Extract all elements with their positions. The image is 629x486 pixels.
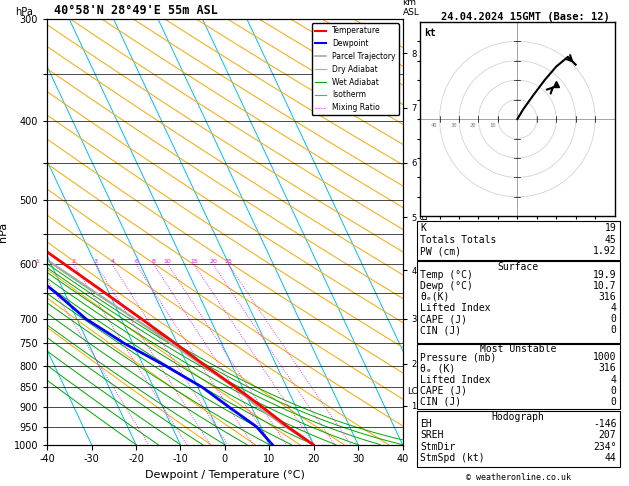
Text: 0: 0 [611, 326, 616, 335]
Text: 6: 6 [134, 259, 138, 264]
Text: 45: 45 [604, 235, 616, 244]
Y-axis label: Mixing Ratio (g/kg): Mixing Ratio (g/kg) [419, 192, 428, 272]
Text: θₑ (K): θₑ (K) [420, 364, 455, 373]
Text: 2: 2 [72, 259, 75, 264]
Text: θₑ(K): θₑ(K) [420, 292, 450, 302]
Text: Hodograph: Hodograph [492, 412, 545, 421]
Text: 316: 316 [599, 292, 616, 302]
Text: 0: 0 [611, 397, 616, 407]
Text: StmSpd (kt): StmSpd (kt) [420, 453, 485, 463]
Text: kt: kt [424, 28, 436, 38]
Text: StmDir: StmDir [420, 442, 455, 451]
Text: Temp (°C): Temp (°C) [420, 270, 473, 279]
Text: Totals Totals: Totals Totals [420, 235, 496, 244]
Text: Dewp (°C): Dewp (°C) [420, 281, 473, 291]
Text: © weatheronline.co.uk: © weatheronline.co.uk [467, 473, 571, 482]
Text: 24.04.2024 15GMT (Base: 12): 24.04.2024 15GMT (Base: 12) [441, 12, 610, 22]
Text: 19: 19 [604, 223, 616, 233]
Text: CIN (J): CIN (J) [420, 397, 461, 407]
Text: 4: 4 [611, 375, 616, 384]
Y-axis label: hPa: hPa [0, 222, 8, 242]
Text: km
ASL: km ASL [403, 0, 420, 17]
Text: K: K [420, 223, 426, 233]
Text: 1: 1 [36, 259, 40, 264]
Text: 10: 10 [489, 123, 496, 128]
Text: 316: 316 [599, 364, 616, 373]
Text: 40: 40 [431, 123, 438, 128]
Text: CAPE (J): CAPE (J) [420, 314, 467, 324]
Text: Lifted Index: Lifted Index [420, 303, 491, 313]
Text: Surface: Surface [498, 262, 539, 272]
Text: 207: 207 [599, 431, 616, 440]
Text: EH: EH [420, 419, 432, 429]
Text: 0: 0 [611, 386, 616, 396]
Text: 19.9: 19.9 [593, 270, 616, 279]
Text: 4: 4 [110, 259, 114, 264]
Text: LCL: LCL [407, 387, 422, 396]
Text: 8: 8 [152, 259, 155, 264]
Text: Pressure (mb): Pressure (mb) [420, 352, 496, 362]
Text: 20: 20 [209, 259, 217, 264]
Text: SREH: SREH [420, 431, 443, 440]
X-axis label: Dewpoint / Temperature (°C): Dewpoint / Temperature (°C) [145, 470, 305, 480]
Text: 4: 4 [611, 303, 616, 313]
Text: 20: 20 [470, 123, 477, 128]
Text: 44: 44 [604, 453, 616, 463]
Text: 1.92: 1.92 [593, 246, 616, 256]
Text: Lifted Index: Lifted Index [420, 375, 491, 384]
Text: -146: -146 [593, 419, 616, 429]
Text: CIN (J): CIN (J) [420, 326, 461, 335]
Text: 30: 30 [450, 123, 457, 128]
Text: hPa: hPa [15, 7, 33, 17]
Text: 15: 15 [190, 259, 198, 264]
Legend: Temperature, Dewpoint, Parcel Trajectory, Dry Adiabat, Wet Adiabat, Isotherm, Mi: Temperature, Dewpoint, Parcel Trajectory… [311, 23, 399, 115]
Text: 40°58'N 28°49'E 55m ASL: 40°58'N 28°49'E 55m ASL [54, 4, 218, 17]
Text: CAPE (J): CAPE (J) [420, 386, 467, 396]
Text: 0: 0 [611, 314, 616, 324]
Text: PW (cm): PW (cm) [420, 246, 461, 256]
Text: 3: 3 [94, 259, 98, 264]
Text: 10: 10 [164, 259, 172, 264]
Text: 10.7: 10.7 [593, 281, 616, 291]
Text: 234°: 234° [593, 442, 616, 451]
Text: 25: 25 [225, 259, 232, 264]
Text: Most Unstable: Most Unstable [480, 345, 557, 354]
Text: 1000: 1000 [593, 352, 616, 362]
